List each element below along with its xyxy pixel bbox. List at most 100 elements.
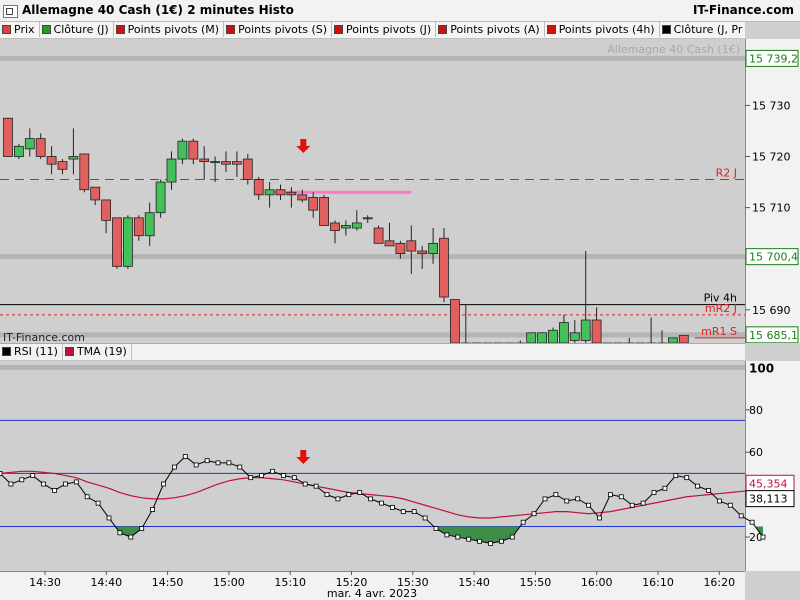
rsi-point (695, 483, 700, 489)
y-tick-label: 15 690 (752, 304, 791, 317)
date-label: mar. 4 avr. 2023 (327, 587, 417, 600)
rsi-axis-box-frame (745, 490, 795, 508)
price-axis-box: 15 685,1 (745, 326, 799, 343)
legend-swatch-icon (41, 25, 51, 34)
rsi-point (73, 479, 79, 485)
candle-body (90, 186, 101, 201)
candle-body (548, 329, 558, 343)
legend-item[interactable]: Prix (0, 22, 40, 37)
rsi-point (509, 534, 515, 540)
y-tick-label: 15 710 (752, 202, 791, 215)
rsi-point (738, 513, 744, 519)
candle-body (439, 237, 449, 298)
candle-body (330, 222, 340, 231)
rsi-point (19, 477, 25, 483)
candle-body (678, 334, 689, 343)
rsi-point (52, 487, 57, 493)
candle-body (264, 189, 275, 196)
rsi-tick-label: 80 (749, 404, 763, 417)
legend-item[interactable]: Clôture (J) (40, 22, 114, 37)
rsi-point (531, 511, 537, 517)
time-tick-label: 15:50 (520, 576, 552, 589)
rsi-point (357, 490, 363, 495)
price-axis-box-frame (745, 326, 799, 343)
candle-body (57, 161, 68, 170)
rsi-point (128, 534, 134, 540)
candle-body (580, 319, 591, 341)
rsi-point (346, 492, 352, 498)
candle-body (449, 299, 460, 343)
candle-body (35, 138, 46, 157)
rsi-point (727, 502, 733, 508)
candle-body (351, 222, 362, 229)
rsi-axis-box-label: 38,113 (749, 493, 788, 506)
rsi-axis-background (745, 361, 800, 571)
candle-body (46, 156, 57, 165)
rsi-point (324, 492, 330, 498)
legend-swatch-icon (438, 25, 448, 34)
time-tick-label: 14:30 (29, 576, 61, 589)
rsi-point (182, 454, 188, 459)
candle-body (417, 250, 428, 254)
rsi-point (760, 534, 766, 540)
candle-body (384, 240, 395, 247)
candle-body (155, 181, 166, 214)
rsi-point (302, 481, 308, 487)
title-bar: Allemagne 40 Cash (1€) 2 minutes Histo I… (0, 0, 800, 22)
rsi-top-label: 100 (749, 361, 774, 375)
candle-body (221, 161, 231, 165)
legend-swatch-icon (546, 25, 556, 34)
price-axis-box: 15 739,2 (745, 49, 799, 67)
price-axis-box-label: 15 685,1 (749, 329, 798, 342)
rsi-point (586, 502, 591, 508)
rsi-point (553, 492, 559, 498)
rsi-point (368, 496, 374, 502)
rsi-point (444, 532, 450, 538)
rsi-point (84, 494, 90, 500)
tma-series-line (0, 470, 764, 519)
legend-swatch-icon (64, 347, 74, 356)
rsi-point (520, 519, 526, 525)
candle-body (569, 332, 580, 341)
rsi-point (477, 538, 483, 544)
legend-item[interactable]: Points pivots (J) (332, 22, 437, 37)
rsi-point (608, 492, 613, 498)
time-axis: 14:30 14:40 14:50 15:00 15:10 15:20 15:30 15:40… (0, 571, 745, 600)
rsi-point (749, 519, 755, 525)
legend-item[interactable]: TMA (19) (63, 344, 132, 360)
price-axis-box-frame (745, 49, 799, 67)
rsi-point (280, 473, 286, 478)
legend-item[interactable]: RSI (11) (0, 344, 63, 360)
rsi-axis-box: 38,113 (745, 490, 795, 508)
rsi-point (313, 483, 319, 489)
legend-item[interactable]: Points pivots (M) (114, 22, 225, 37)
candle-body (308, 196, 319, 211)
legend-item[interactable]: Points pivots (S) (224, 22, 333, 37)
rsi-oversold-fill (115, 526, 143, 538)
pivot-level-label: mR1 S (701, 325, 737, 338)
rsi-point (618, 494, 624, 500)
rsi-point (455, 534, 461, 540)
rsi-point (63, 481, 68, 487)
legend-swatch-icon (2, 25, 11, 34)
legend-label: Prix (14, 23, 35, 36)
candle-body (112, 217, 122, 267)
price-axis-box: 15 700,4 (745, 248, 799, 266)
legend-label: Points pivots (M) (127, 23, 220, 36)
legend-item[interactable]: Clôture (J, Pr (660, 22, 745, 37)
rsi-axis-box-label: 45,354 (749, 477, 788, 490)
rsi-point (117, 530, 123, 536)
candle-body (406, 240, 417, 252)
brand-label[interactable]: IT-Finance.com (692, 3, 794, 17)
rsi-point (422, 515, 428, 521)
legend-item[interactable]: Points pivots (A) (436, 22, 545, 37)
rsi-point (433, 526, 439, 531)
candle-body (373, 227, 384, 244)
candle-body (123, 217, 133, 267)
rsi-point (259, 473, 265, 478)
rsi-point (30, 473, 36, 478)
legend-item[interactable]: Points pivots (4h) (545, 22, 660, 37)
legend-swatch-icon (661, 25, 671, 34)
